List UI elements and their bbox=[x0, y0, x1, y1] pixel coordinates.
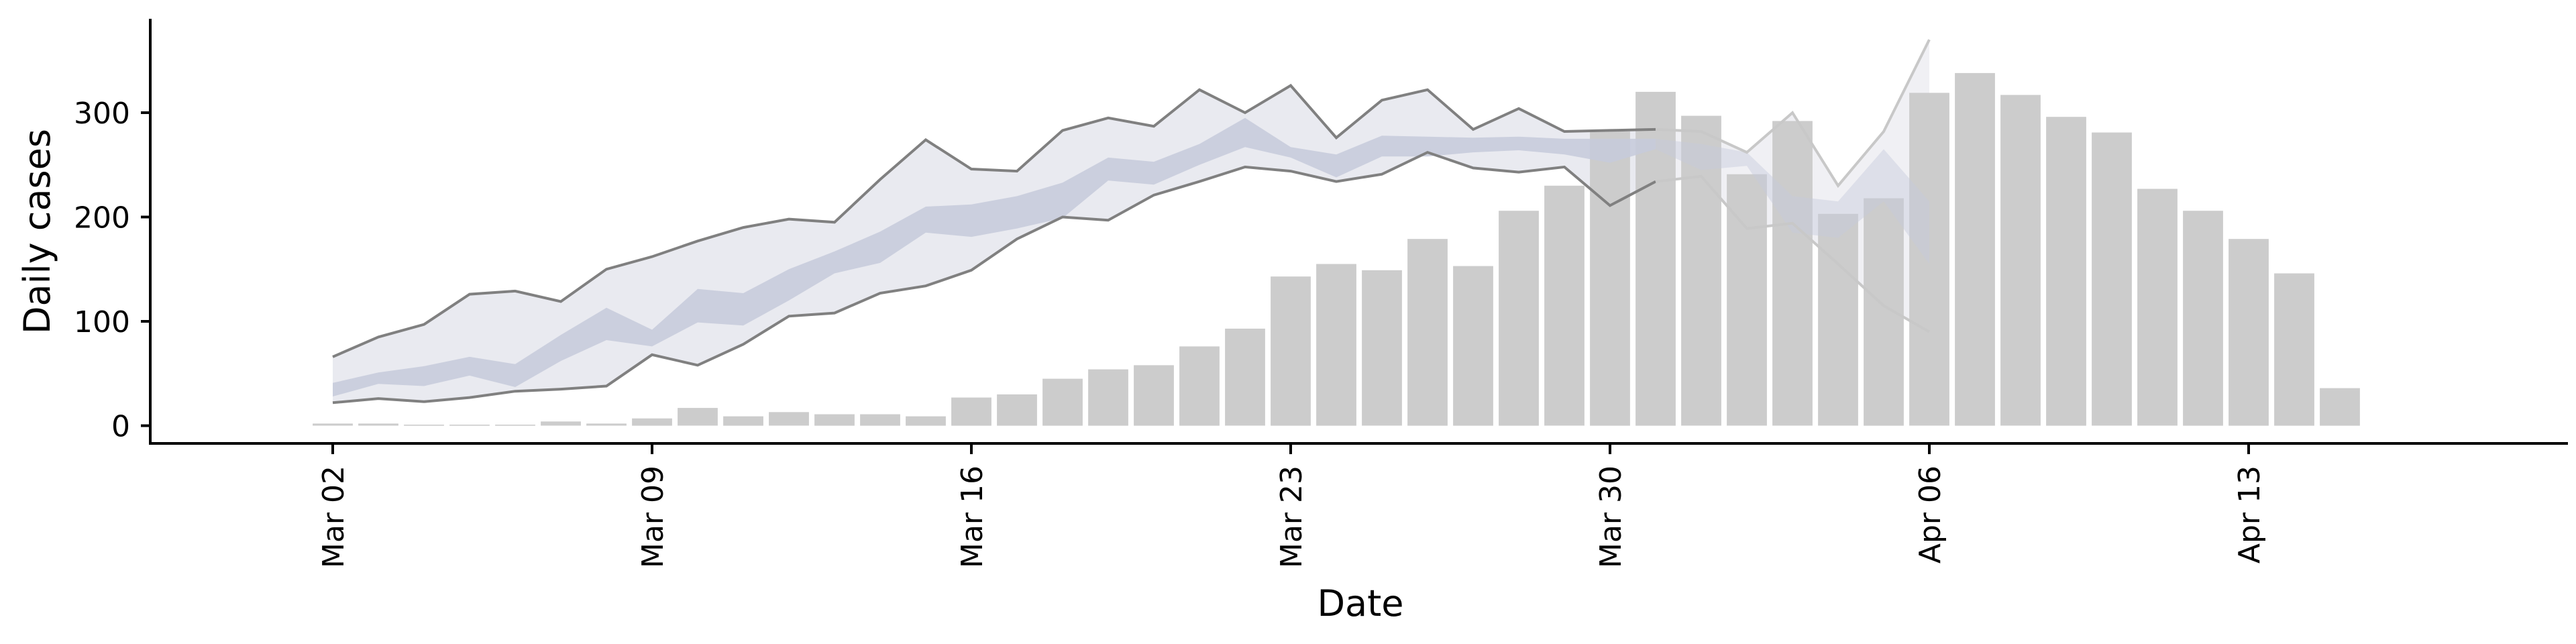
estimate-50-band bbox=[333, 117, 1929, 397]
bar-2020-03-22 bbox=[1225, 328, 1265, 426]
bar-2020-03-20 bbox=[1134, 365, 1174, 426]
x-axis-ticks: Mar 02 Mar 09 Mar 16 Mar 23 Mar 30 Apr 06 Apr … bbox=[317, 443, 2267, 568]
bar-2020-03-26 bbox=[1407, 239, 1448, 426]
lower-bound-line bbox=[332, 150, 1656, 405]
bar-2020-04-10 bbox=[2092, 132, 2132, 426]
bar-2020-03-08 bbox=[586, 423, 627, 426]
upper-bound-forecast-line bbox=[1655, 39, 1931, 189]
x-tick-label: Mar 30 bbox=[1594, 466, 1628, 568]
bar-2020-04-13 bbox=[2229, 239, 2269, 426]
bar-2020-03-24 bbox=[1316, 264, 1356, 426]
bar-2020-03-27 bbox=[1453, 266, 1493, 426]
bar-2020-03-14 bbox=[860, 414, 900, 426]
x-axis-title: Date bbox=[1317, 582, 1403, 625]
bar-2020-03-30 bbox=[1590, 131, 1630, 426]
bar-2020-03-16 bbox=[951, 397, 991, 426]
x-tick-label: Apr 06 bbox=[1913, 466, 1947, 564]
bar-2020-04-11 bbox=[2137, 189, 2178, 426]
bar-2020-03-13 bbox=[814, 414, 855, 426]
y-tick-label: 100 bbox=[74, 305, 130, 339]
bar-2020-03-04 bbox=[404, 425, 444, 426]
lower-bound-forecast-line bbox=[1655, 174, 1930, 333]
bar-2020-04-07 bbox=[1955, 72, 1995, 426]
bar-2020-04-15 bbox=[2320, 388, 2360, 426]
bar-2020-03-23 bbox=[1271, 276, 1311, 426]
bar-2020-04-14 bbox=[2274, 273, 2314, 426]
bar-2020-03-05 bbox=[449, 425, 490, 426]
bar-2020-03-11 bbox=[723, 416, 763, 426]
upper-bound-line bbox=[332, 83, 1656, 358]
x-tick-label: Mar 02 bbox=[317, 466, 351, 568]
bar-2020-03-09 bbox=[632, 418, 672, 426]
bar-2020-03-10 bbox=[678, 408, 718, 426]
bar-2020-03-03 bbox=[358, 423, 398, 426]
bar-2020-03-07 bbox=[541, 421, 581, 426]
y-tick-label: 0 bbox=[111, 410, 130, 444]
bar-2020-03-25 bbox=[1362, 270, 1402, 426]
bar-2020-03-02 bbox=[313, 423, 353, 426]
bar-2020-04-12 bbox=[2183, 211, 2223, 426]
bar-2020-03-21 bbox=[1179, 346, 1220, 426]
bar-2020-03-15 bbox=[906, 416, 946, 426]
bar-2020-03-12 bbox=[769, 412, 809, 426]
bar-2020-04-09 bbox=[2046, 117, 2086, 426]
daily-case-bars bbox=[313, 72, 2360, 426]
y-axis-title: Daily cases bbox=[16, 129, 58, 334]
bar-2020-03-28 bbox=[1499, 211, 1539, 426]
bar-2020-04-05 bbox=[1864, 198, 1904, 426]
x-tick-label: Mar 16 bbox=[955, 466, 989, 568]
bar-2020-03-29 bbox=[1544, 185, 1585, 426]
y-tick-label: 200 bbox=[74, 201, 130, 235]
bar-2020-04-03 bbox=[1772, 121, 1813, 426]
bar-2020-03-19 bbox=[1088, 369, 1128, 426]
axes bbox=[149, 19, 2568, 445]
bar-2020-04-04 bbox=[1818, 213, 1858, 426]
x-tick-label: Mar 23 bbox=[1275, 466, 1309, 568]
x-tick-label: Apr 13 bbox=[2233, 466, 2267, 564]
y-axis-ticks: 0 100 200 300 bbox=[74, 97, 150, 444]
bar-2020-03-18 bbox=[1042, 378, 1083, 426]
band-50-observed bbox=[333, 117, 1656, 397]
bar-2020-03-06 bbox=[495, 425, 535, 426]
x-tick-label: Mar 09 bbox=[636, 466, 670, 568]
bar-2020-04-08 bbox=[2000, 95, 2041, 426]
bar-2020-04-06 bbox=[1909, 93, 1949, 426]
bar-2020-04-01 bbox=[1681, 115, 1721, 426]
estimate-bound-lines bbox=[332, 39, 1931, 405]
y-tick-label: 300 bbox=[74, 97, 130, 131]
bar-2020-03-17 bbox=[997, 394, 1037, 426]
band-50-forecast bbox=[1656, 138, 1929, 264]
bar-2020-04-02 bbox=[1727, 174, 1767, 426]
